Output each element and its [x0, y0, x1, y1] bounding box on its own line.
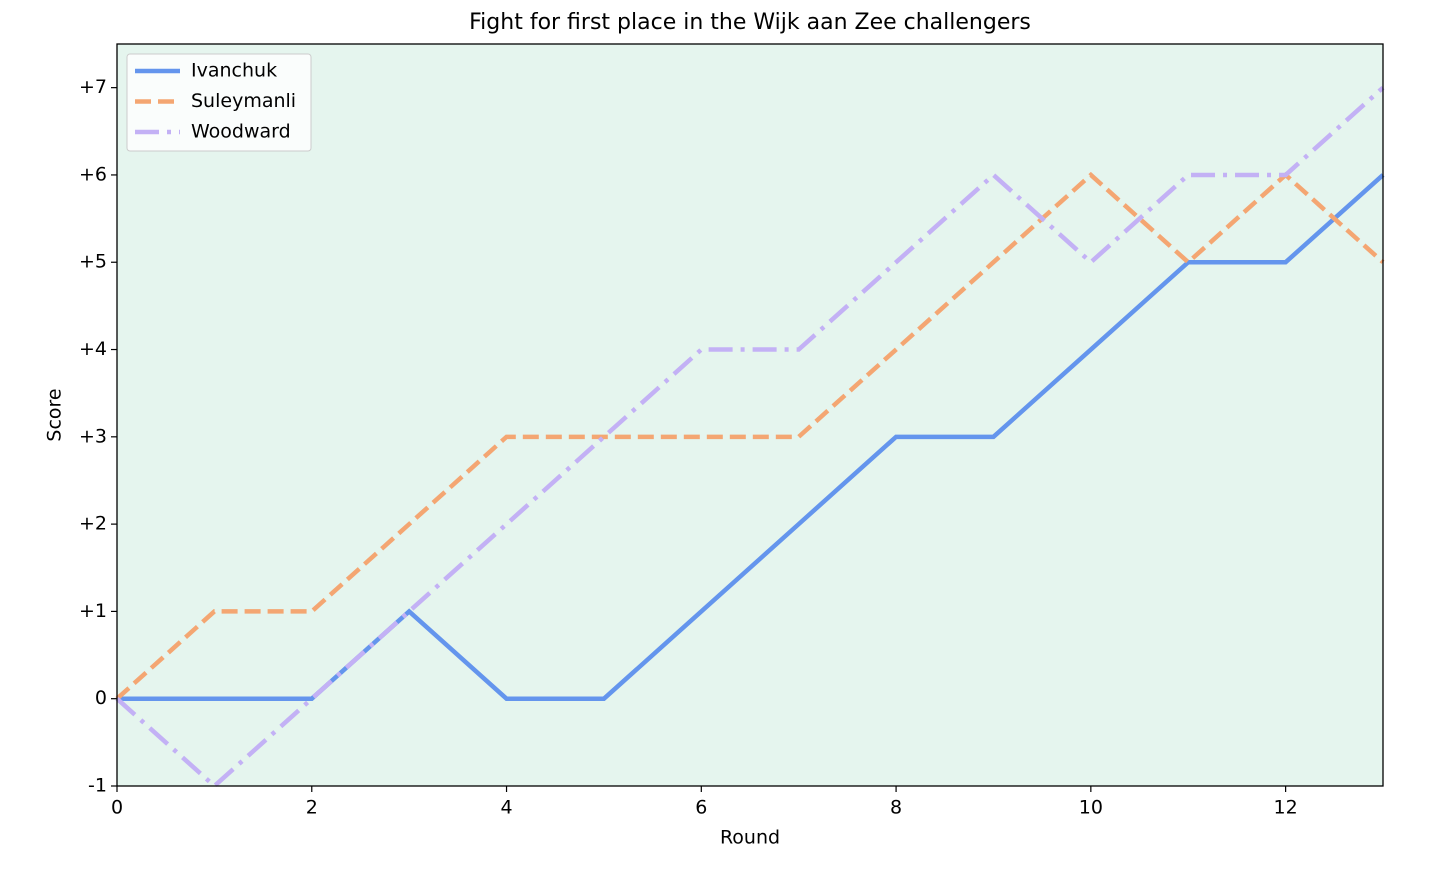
- x-tick-label: 0: [111, 797, 123, 819]
- x-tick-label: 4: [500, 797, 512, 819]
- legend: Ivanchuk Suleymanli Woodward: [126, 53, 312, 152]
- x-tick-label: 6: [695, 797, 707, 819]
- legend-label: Ivanchuk: [191, 60, 277, 82]
- legend-label: Woodward: [191, 121, 291, 143]
- legend-label: Suleymanli: [191, 90, 296, 112]
- y-tick-label: +2: [79, 513, 107, 535]
- y-axis-label: Score: [44, 388, 66, 441]
- y-tick-label: +7: [79, 76, 107, 98]
- x-tick-label: 12: [1274, 797, 1298, 819]
- plot-frame: [116, 43, 1384, 787]
- y-tick-label: +4: [79, 338, 107, 360]
- y-tick-label: +3: [79, 425, 107, 447]
- legend-box: [126, 53, 312, 152]
- plot-background: [117, 44, 1383, 786]
- y-tick-label: +1: [79, 600, 107, 622]
- chart-title: Fight for first place in the Wijk aan Ze…: [469, 10, 1031, 35]
- y-tick-label: -1: [88, 775, 107, 797]
- x-tick-label: 10: [1079, 797, 1103, 819]
- y-tick-label: +6: [79, 163, 107, 185]
- x-axis-label: Round: [720, 827, 780, 849]
- x-tick-label: 2: [306, 797, 318, 819]
- y-tick-label: +5: [79, 251, 107, 273]
- x-tick-label: 8: [890, 797, 902, 819]
- series-line: [115, 85, 1385, 790]
- y-tick-label: 0: [95, 687, 107, 709]
